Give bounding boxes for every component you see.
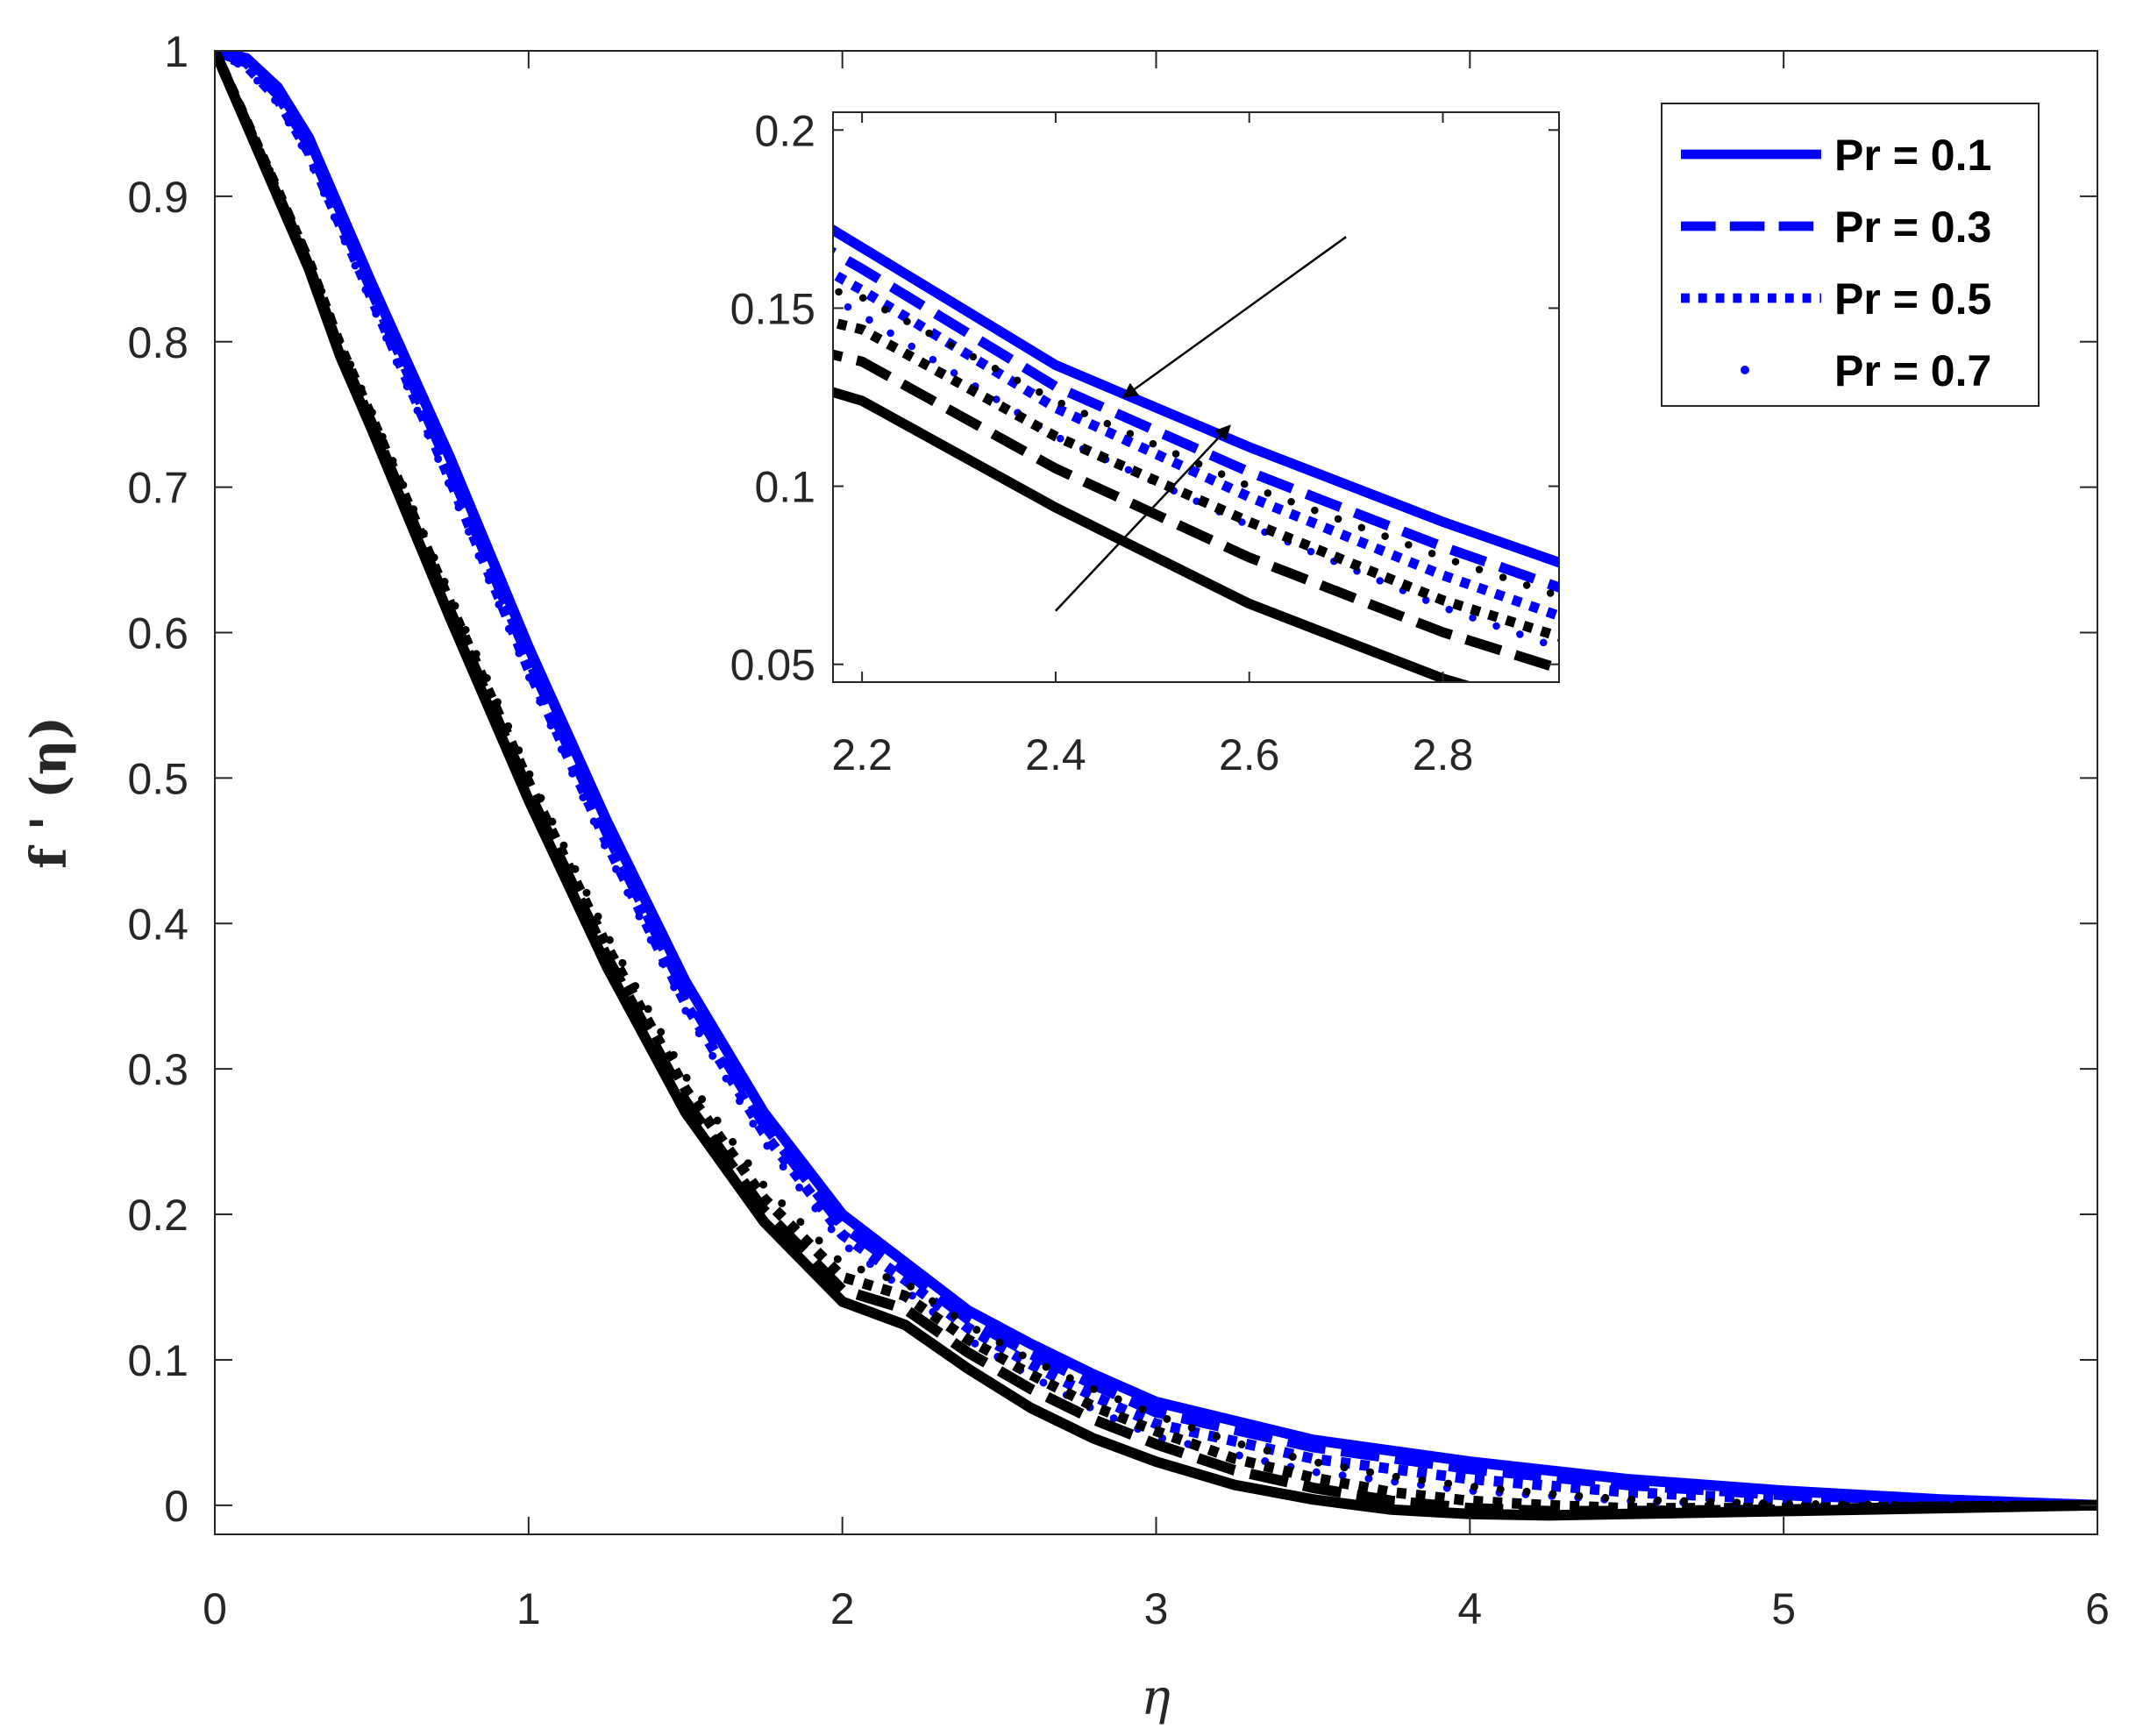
y-tick-label: 0.8 — [127, 318, 189, 367]
x-tick-label: 5 — [1771, 1584, 1796, 1633]
main-series-blue-dots-3 — [215, 51, 2097, 1512]
x-tick-label: 2 — [830, 1584, 855, 1633]
y-tick-label: 0.7 — [127, 464, 189, 513]
y-tick-label: 0.3 — [127, 1045, 189, 1094]
y-tick-label: 0.6 — [127, 609, 189, 658]
inset-series-black-dotted-6 — [833, 317, 1559, 642]
x-tick-label: 3 — [1144, 1584, 1169, 1633]
x-axis-title: η — [1141, 1669, 1171, 1726]
inset-background — [833, 112, 1559, 682]
inset-y-tick-label: 0.15 — [730, 284, 815, 333]
main-series-blue-dotted-2 — [215, 51, 2097, 1511]
inset-x-tick-label: 2.8 — [1413, 730, 1474, 779]
legend-label: Pr = 0.1 — [1834, 131, 1991, 180]
inset-y-tick-label: 0.05 — [730, 641, 815, 690]
legend: Pr = 0.1 Pr = 0.3 Pr = 0.5 Pr = 0.7 — [1661, 103, 2040, 407]
y-tick-label: 0.2 — [127, 1191, 189, 1240]
legend-label: Pr = 0.3 — [1834, 203, 1991, 252]
x-tick-label: 6 — [2085, 1584, 2110, 1633]
inset-series-black-dashed-5 — [833, 349, 1559, 674]
legend-label: Pr = 0.5 — [1834, 274, 1991, 324]
x-tick-label: 1 — [516, 1584, 541, 1633]
y-tick-label: 0.4 — [127, 900, 189, 949]
main-series-blue-dashed-1 — [215, 51, 2097, 1511]
inset-x-tick-label: 2.4 — [1025, 730, 1086, 779]
inset-axes-box — [832, 111, 1560, 683]
main-series-black-dotted-6 — [215, 51, 2097, 1514]
y-axis-title: f ' (η) — [20, 716, 78, 869]
inset-series-black-solid-4 — [833, 387, 1473, 682]
annotation-arrow-0 — [1121, 236, 1347, 399]
main-series-black-dashed-5 — [215, 51, 2097, 1517]
legend-sample-dots — [1741, 366, 1749, 374]
inset-x-tick-label: 2.6 — [1219, 730, 1280, 779]
x-tick-label: 4 — [1457, 1584, 1482, 1633]
y-tick-label: 0.5 — [127, 754, 189, 803]
y-tick-label: 0.1 — [127, 1336, 189, 1385]
inset-y-tick-label: 0.1 — [754, 463, 815, 512]
x-tick-label: 0 — [203, 1584, 227, 1633]
annotation-arrow-1 — [1055, 424, 1231, 612]
y-tick-label: 0 — [164, 1482, 189, 1531]
y-tick-label: 1 — [164, 27, 189, 76]
inset-x-tick-label: 2.2 — [831, 730, 893, 779]
inset-y-tick-label: 0.2 — [754, 106, 815, 155]
legend-label: Pr = 0.7 — [1834, 346, 1991, 395]
y-tick-label: 0.9 — [127, 173, 189, 222]
